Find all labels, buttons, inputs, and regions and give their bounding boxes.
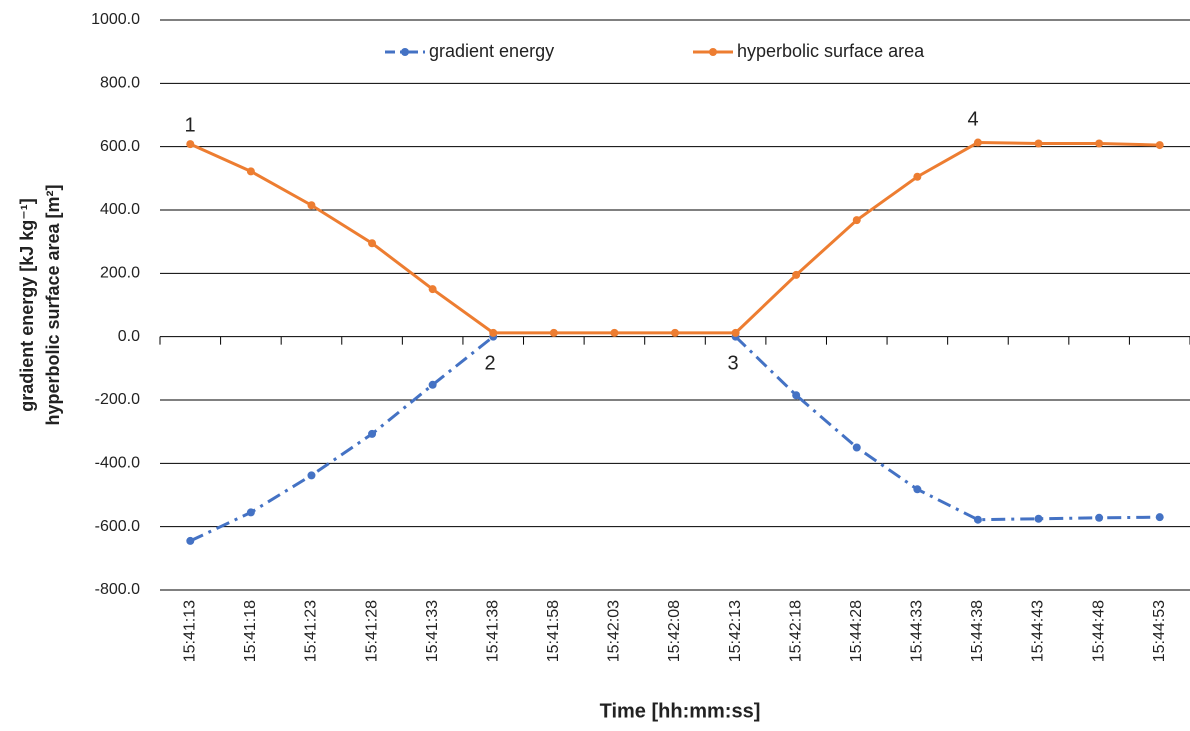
y-tick-label: -600.0 xyxy=(95,518,140,535)
x-tick-label: 15:41:33 xyxy=(424,600,441,662)
point xyxy=(307,471,316,480)
point xyxy=(1095,139,1104,148)
point xyxy=(852,216,861,225)
point xyxy=(549,328,558,337)
legend-marker xyxy=(709,48,717,56)
point xyxy=(731,328,740,337)
point xyxy=(1095,513,1104,522)
x-tick-label: 15:42:13 xyxy=(727,600,744,662)
point xyxy=(1155,513,1164,522)
x-tick-label: 15:44:33 xyxy=(909,600,926,662)
point xyxy=(186,140,195,149)
point xyxy=(307,201,316,210)
point xyxy=(792,391,801,400)
point xyxy=(671,328,679,337)
y-axis-title: hyperbolic surface area [m²] xyxy=(43,184,63,425)
point xyxy=(1034,514,1043,523)
y-tick-label: -200.0 xyxy=(95,391,140,408)
point xyxy=(1155,141,1164,150)
y-tick-label: 400.0 xyxy=(100,201,140,218)
y-axis-title: gradient energy [kJ kg⁻¹] xyxy=(17,198,37,412)
y-tick-label: 200.0 xyxy=(100,265,140,282)
point xyxy=(973,138,982,147)
x-tick-label: 15:41:28 xyxy=(363,600,380,662)
series-line xyxy=(189,335,1160,543)
y-tick-label: -800.0 xyxy=(95,581,140,598)
point xyxy=(973,515,982,524)
point xyxy=(428,285,437,294)
x-tick-label: 15:41:13 xyxy=(182,600,199,662)
x-tick-label: 15:41:18 xyxy=(242,600,259,662)
annotation: 1 xyxy=(184,114,195,136)
x-tick-label: 15:44:48 xyxy=(1090,600,1107,662)
point xyxy=(913,172,922,181)
x-tick-label: 15:44:43 xyxy=(1030,600,1047,662)
y-tick-label: 0.0 xyxy=(118,328,140,345)
x-tick-label: 15:42:03 xyxy=(606,600,623,662)
x-tick-label: 15:44:38 xyxy=(969,600,986,662)
point xyxy=(368,239,377,248)
y-tick-label: -400.0 xyxy=(95,455,140,472)
legend-marker xyxy=(401,48,409,56)
point xyxy=(852,443,861,452)
point xyxy=(428,380,437,389)
x-tick-label: 15:41:38 xyxy=(484,600,501,662)
x-tick-label: 15:42:08 xyxy=(666,600,683,662)
legend-label: hyperbolic surface area xyxy=(737,41,925,61)
annotation: 4 xyxy=(967,108,978,130)
point xyxy=(246,508,255,517)
x-tick-label: 15:42:18 xyxy=(787,600,804,662)
point xyxy=(368,429,377,438)
point xyxy=(792,270,801,279)
annotation: 3 xyxy=(727,352,738,374)
y-tick-label: 800.0 xyxy=(100,75,140,92)
x-tick-label: 15:44:53 xyxy=(1151,600,1168,662)
point xyxy=(489,328,498,337)
point xyxy=(246,167,255,176)
y-tick-label: 1000.0 xyxy=(91,11,140,28)
series-line xyxy=(189,141,1160,335)
x-tick-label: 15:44:28 xyxy=(848,600,865,662)
point xyxy=(186,536,195,545)
x-axis-title: Time [hh:mm:ss] xyxy=(600,700,761,722)
point xyxy=(1034,139,1043,148)
point xyxy=(913,485,922,494)
legend-label: gradient energy xyxy=(429,41,554,61)
x-tick-label: 15:41:58 xyxy=(545,600,562,662)
point xyxy=(610,328,619,337)
x-tick-label: 15:41:23 xyxy=(303,600,320,662)
y-tick-label: 600.0 xyxy=(100,138,140,155)
annotation: 2 xyxy=(484,352,495,374)
